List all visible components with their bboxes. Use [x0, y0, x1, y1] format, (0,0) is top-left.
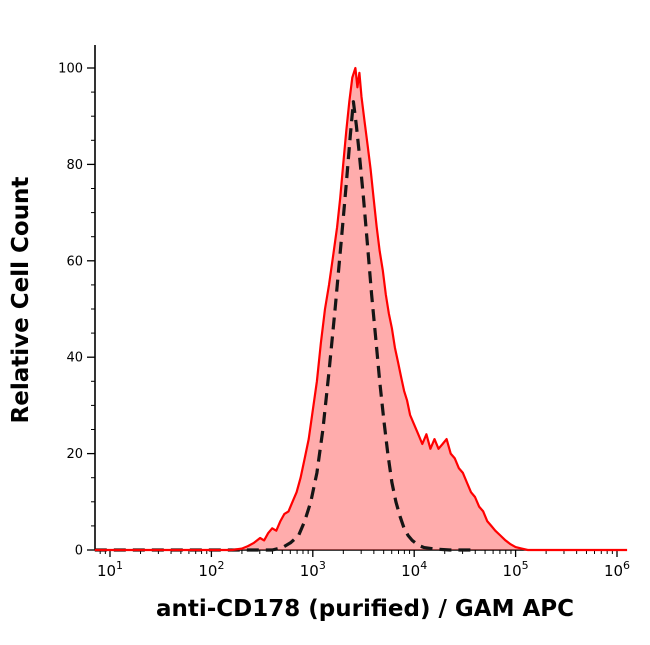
x-tick-exponent: 2: [217, 559, 224, 572]
x-tick-label: 106: [604, 559, 630, 580]
plot-layer: 101 102 103 104 105 106 0 20 40 60 80 100: [58, 45, 630, 580]
y-tick-label: 60: [66, 254, 83, 269]
x-tick-label: 104: [401, 559, 427, 580]
control-histogram-dashed-line: [94, 100, 475, 552]
x-tick-exponent: 1: [116, 559, 123, 572]
x-tick-label: 101: [97, 559, 123, 580]
y-axis-title: Relative Cell Count: [8, 177, 34, 424]
x-tick-label: 102: [198, 559, 224, 580]
x-axis-title: anti-CD178 (purified) / GAM APC: [156, 596, 574, 622]
y-tick-label: 0: [75, 544, 83, 559]
x-tick-exponent: 4: [420, 559, 427, 572]
stained-histogram-line: [94, 66, 628, 552]
y-tick-label: 100: [58, 62, 83, 77]
y-tick-label: 80: [66, 158, 83, 173]
x-tick-label: 103: [300, 559, 326, 580]
x-tick-exponent: 5: [522, 559, 529, 572]
x-tick-exponent: 6: [623, 559, 630, 572]
stained-histogram-fill: [94, 68, 628, 550]
y-tick-label: 40: [66, 351, 83, 366]
x-tick-exponent: 3: [319, 559, 326, 572]
x-tick-label: 105: [503, 559, 529, 580]
y-tick-label: 20: [66, 447, 83, 462]
